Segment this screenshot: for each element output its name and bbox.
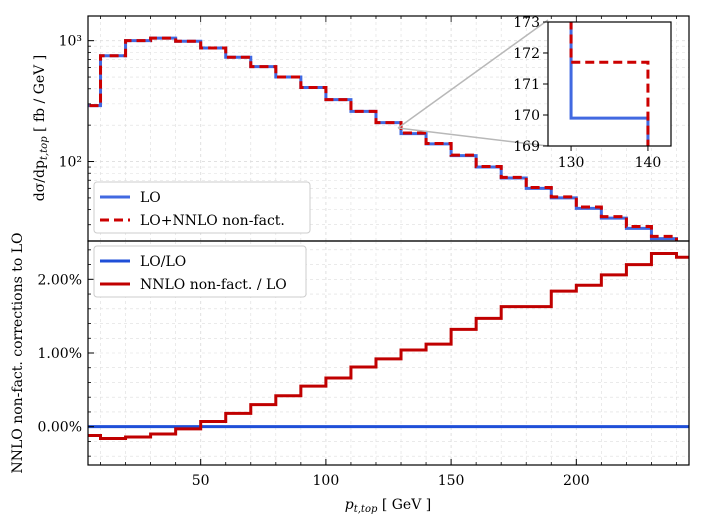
y-tick-label: 10² <box>59 155 82 171</box>
inset-series-lo-nnlo <box>569 22 650 146</box>
inset-background <box>548 22 671 146</box>
inset-x-tick-label: 130 <box>558 155 585 171</box>
series-nnlo-ratio <box>88 252 689 440</box>
series-lo-nnlo <box>88 36 689 241</box>
bottom-y-label: NNLO non-fact. corrections to LO <box>10 232 26 473</box>
inset-x-tick-label: 140 <box>635 155 662 171</box>
top-series <box>88 36 689 241</box>
bottom-series <box>88 252 689 440</box>
inset-ticks: 130 140 169 170 171 172 173 <box>513 15 661 171</box>
bottom-panel: 0.00% 1.00% 2.00% 50 100 150 200 NNLO non-fact… <box>10 232 690 515</box>
top-y-ticks: 10² 10³ <box>59 16 677 226</box>
inset-y-tick-label: 173 <box>513 15 540 31</box>
inset-y-tick-label: 172 <box>513 46 540 62</box>
legend-label-nnlo-ratio: NNLO non-fact. / LO <box>140 277 287 293</box>
legend-label-lo: LO <box>140 190 161 206</box>
inset-connector-upper <box>397 19 549 129</box>
inset-zoom: 130 140 169 170 171 172 173 <box>397 15 672 171</box>
inset-y-tick-label: 171 <box>513 77 540 93</box>
top-y-label: dσ/dpt,top [ fb / GeV ] <box>32 55 50 201</box>
bottom-legend: LO/LO NNLO non-fact. / LO <box>93 245 307 298</box>
top-legend-box <box>93 181 311 234</box>
inset-y-tick-label: 170 <box>513 108 540 124</box>
inset-series <box>569 22 650 146</box>
y-tick-label: 2.00% <box>38 272 82 288</box>
inset-y-tick-label: 169 <box>513 139 540 155</box>
y-tick-label: 1.00% <box>38 346 82 362</box>
bottom-ticks: 0.00% 1.00% 2.00% 50 100 150 200 <box>38 249 677 489</box>
x-tick-label: 200 <box>563 473 590 489</box>
x-axis-label: pt,top [ GeV ] <box>345 497 431 515</box>
legend-label-lo-lo: LO/LO <box>140 254 186 270</box>
top-legend: LO LO+NNLO non-fact. <box>93 181 311 234</box>
x-tick-label: 50 <box>192 473 210 489</box>
y-tick-label: 10³ <box>59 34 82 50</box>
x-tick-label: 150 <box>438 473 465 489</box>
y-tick-label: 0.00% <box>38 420 82 436</box>
inset-connector-lower <box>397 127 549 147</box>
legend-label-lo-nnlo: LO+NNLO non-fact. <box>140 213 285 229</box>
bottom-legend-box <box>93 245 307 298</box>
x-tick-label: 100 <box>313 473 340 489</box>
